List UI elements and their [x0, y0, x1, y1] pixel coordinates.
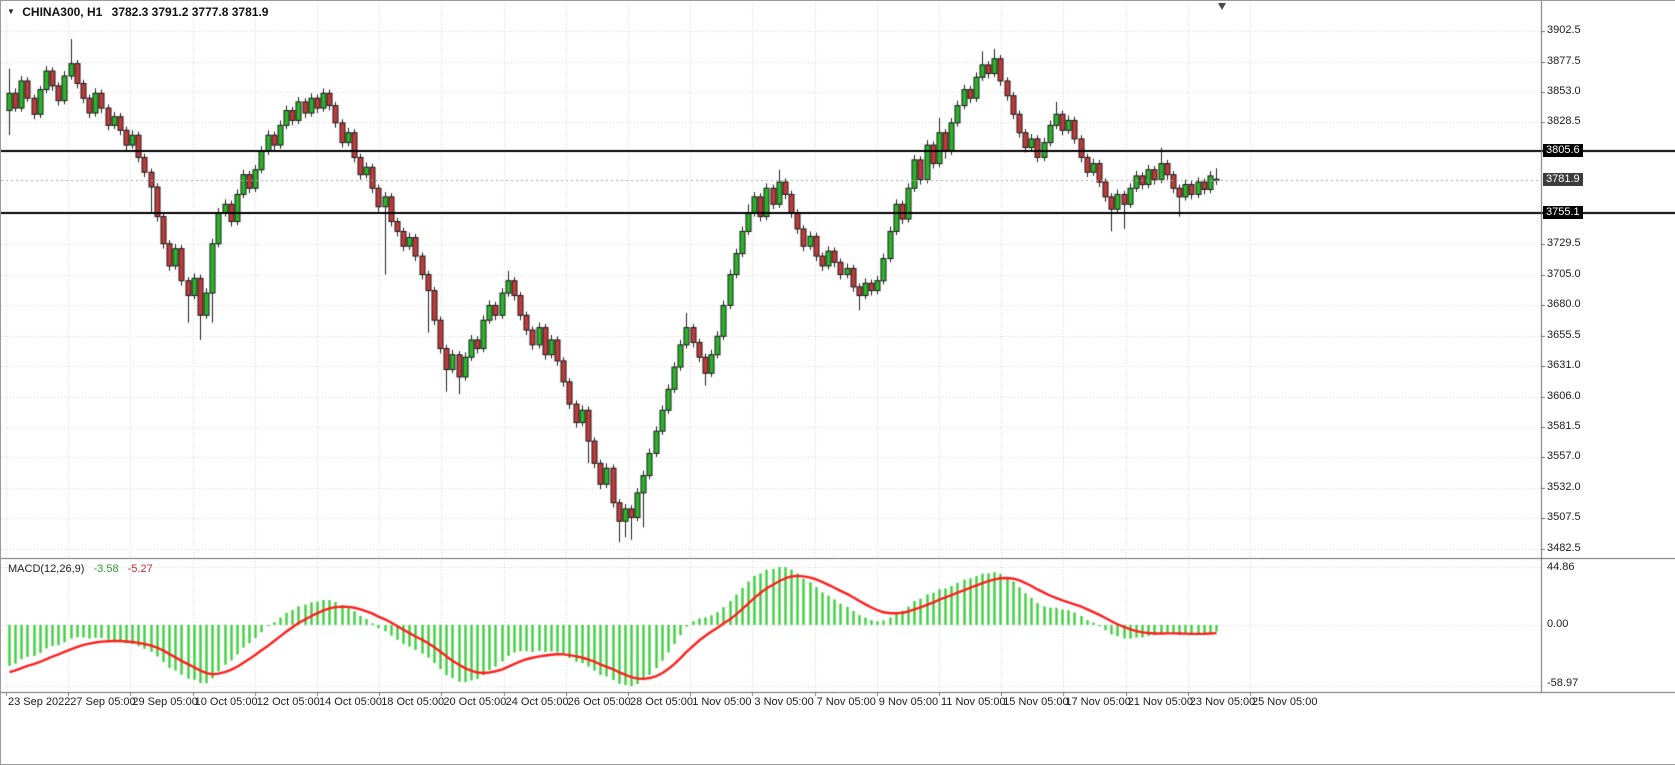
time-tick-label: 14 Oct 05:00 — [319, 696, 382, 708]
hline-price-label[interactable]: 3805.6 — [1543, 143, 1583, 157]
macd-axis-min-label: -58.97 — [1547, 677, 1579, 689]
time-tick-label: 25 Nov 05:00 — [1252, 696, 1318, 708]
time-tick-label: 23 Sep 2022 — [8, 696, 71, 708]
time-tick-label: 28 Oct 05:00 — [630, 696, 693, 708]
price-tick-label: 3557.0 — [1547, 450, 1581, 463]
price-tick-label: 3655.5 — [1547, 328, 1581, 341]
price-tick-label: 3631.0 — [1547, 358, 1581, 371]
price-tick-label: 3581.5 — [1547, 419, 1581, 432]
time-tick-label: 10 Oct 05:00 — [194, 696, 258, 708]
price-tick-label: 3705.0 — [1547, 267, 1581, 280]
time-tick-label: 29 Sep 05:00 — [132, 696, 198, 708]
time-tick-label: 18 Oct 05:00 — [381, 696, 445, 708]
price-tick-label: 3532.0 — [1547, 480, 1581, 493]
time-tick-label: 20 Oct 05:00 — [443, 696, 507, 708]
price-tick-label: 3902.5 — [1547, 24, 1581, 36]
time-tick-label: 9 Nov 05:00 — [878, 696, 939, 708]
time-tick-label: 23 Nov 05:00 — [1189, 696, 1256, 708]
macd-signal-value: -5.27 — [127, 563, 153, 575]
price-tick-label: 3482.5 — [1547, 542, 1581, 554]
time-tick-label: 11 Nov 05:00 — [941, 696, 1006, 708]
symbol-ohlc-label: ▼ CHINA300, H1 3782.3 3791.2 3777.8 3781… — [7, 5, 268, 19]
price-tick-label: 3877.5 — [1547, 54, 1581, 67]
symbol-dropdown-icon[interactable]: ▼ — [7, 7, 15, 16]
time-tick-label: 1 Nov 05:00 — [692, 696, 752, 708]
macd-indicator-label: MACD(12,26,9) -3.58 -5.27 — [8, 563, 153, 575]
time-axis[interactable]: 23 Sep 2022 27 Sep 05:00 29 Sep 05:00 10 Oc… — [1, 692, 1675, 718]
price-tick-label: 3828.5 — [1547, 115, 1581, 128]
price-tick-label: 3853.0 — [1547, 85, 1581, 98]
time-tick-label: 24 Oct 05:00 — [505, 696, 569, 708]
hline-price-label[interactable]: 3755.1 — [1543, 205, 1583, 219]
price-tick-label: 3507.5 — [1547, 511, 1581, 524]
symbol-ohlc-values: 3782.3 3791.2 3777.8 3781.9 — [111, 5, 269, 19]
price-tick-label: 3606.0 — [1547, 389, 1581, 402]
bid-price-label: 3781.9 — [1543, 172, 1583, 186]
time-tick-label: 26 Oct 05:00 — [567, 696, 631, 708]
price-axis[interactable]: 3902.5 3877.5 3853.0 3828.5 3729.5 3705.0 3680… — [1541, 1, 1675, 692]
symbol-title: CHINA300, H1 — [22, 5, 103, 19]
time-tick-label: 21 Nov 05:00 — [1127, 696, 1194, 708]
time-tick-label: 17 Nov 05:00 — [1065, 696, 1131, 708]
macd-name: MACD(12,26,9) — [8, 563, 85, 575]
macd-axis-max-label: 44.86 — [1547, 561, 1575, 573]
time-tick-label: 12 Oct 05:00 — [256, 696, 320, 708]
time-tick-label: 27 Sep 05:00 — [70, 696, 136, 708]
macd-axis-zero-label: 0.00 — [1547, 617, 1569, 630]
time-tick-label: 15 Nov 05:00 — [1003, 696, 1069, 708]
price-tick-label: 3729.5 — [1547, 237, 1581, 250]
time-tick-label: 3 Nov 05:00 — [754, 696, 814, 708]
price-tick-label: 3680.0 — [1547, 298, 1581, 311]
macd-main-value: -3.58 — [93, 563, 119, 575]
chart-shift-marker[interactable] — [1218, 3, 1226, 10]
time-tick-label: 7 Nov 05:00 — [816, 696, 876, 708]
